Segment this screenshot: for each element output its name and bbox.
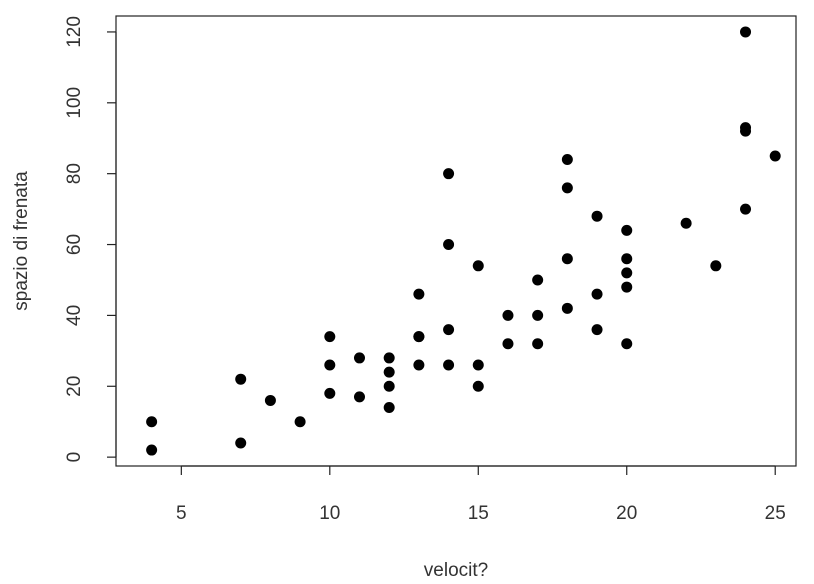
y-tick-label: 0 (64, 452, 85, 463)
plot-frame (115, 15, 797, 467)
data-point (680, 217, 692, 229)
data-point (146, 444, 158, 456)
data-point (324, 387, 336, 399)
y-tick-label: 100 (64, 87, 85, 119)
data-point (413, 288, 425, 300)
data-point (710, 260, 722, 272)
data-point (591, 324, 603, 336)
data-point (740, 122, 752, 134)
data-point (353, 352, 365, 364)
data-point (740, 26, 752, 38)
data-point (532, 309, 544, 321)
x-axis: 5 10 15 20 25 (176, 465, 786, 524)
data-point (353, 391, 365, 403)
data-point (561, 302, 573, 314)
data-point (561, 253, 573, 265)
y-tick-label: 60 (64, 234, 85, 255)
y-tick-label: 120 (64, 16, 85, 48)
data-point (413, 331, 425, 343)
data-point (324, 359, 336, 371)
data-point (472, 380, 484, 392)
data-point (591, 210, 603, 222)
data-point (443, 239, 455, 251)
x-tick-label: 20 (616, 503, 637, 524)
data-point (621, 281, 633, 293)
data-point (264, 394, 276, 406)
data-point (532, 274, 544, 286)
data-point (443, 359, 455, 371)
x-axis-label: velocit? (424, 560, 488, 581)
data-point (472, 260, 484, 272)
data-point (472, 359, 484, 371)
data-point (591, 288, 603, 300)
x-tick-label: 10 (319, 503, 340, 524)
x-tick-label: 5 (176, 503, 187, 524)
x-tick-label: 25 (765, 503, 786, 524)
data-point (561, 182, 573, 194)
data-point (532, 338, 544, 350)
y-tick-label: 20 (64, 376, 85, 397)
data-point (383, 380, 395, 392)
data-point (561, 154, 573, 166)
data-point (324, 331, 336, 343)
data-point (740, 203, 752, 215)
data-point (413, 359, 425, 371)
data-point (502, 309, 514, 321)
data-point (621, 267, 633, 279)
data-point (383, 352, 395, 364)
y-axis: 0 20 40 60 80 100 120 (64, 16, 117, 463)
data-point (294, 416, 306, 428)
data-points (146, 26, 781, 456)
y-tick-label: 40 (64, 305, 85, 326)
data-point (443, 324, 455, 336)
data-point (621, 224, 633, 236)
data-point (621, 253, 633, 265)
data-point (769, 150, 781, 162)
data-point (383, 366, 395, 378)
data-point (235, 373, 247, 385)
data-point (621, 338, 633, 350)
y-axis-label: spazio di frenata (11, 171, 32, 311)
y-tick-label: 80 (64, 163, 85, 184)
data-point (502, 338, 514, 350)
x-tick-label: 15 (468, 503, 489, 524)
data-point (146, 416, 158, 428)
data-point (235, 437, 247, 449)
data-point (443, 168, 455, 180)
data-point (383, 402, 395, 414)
